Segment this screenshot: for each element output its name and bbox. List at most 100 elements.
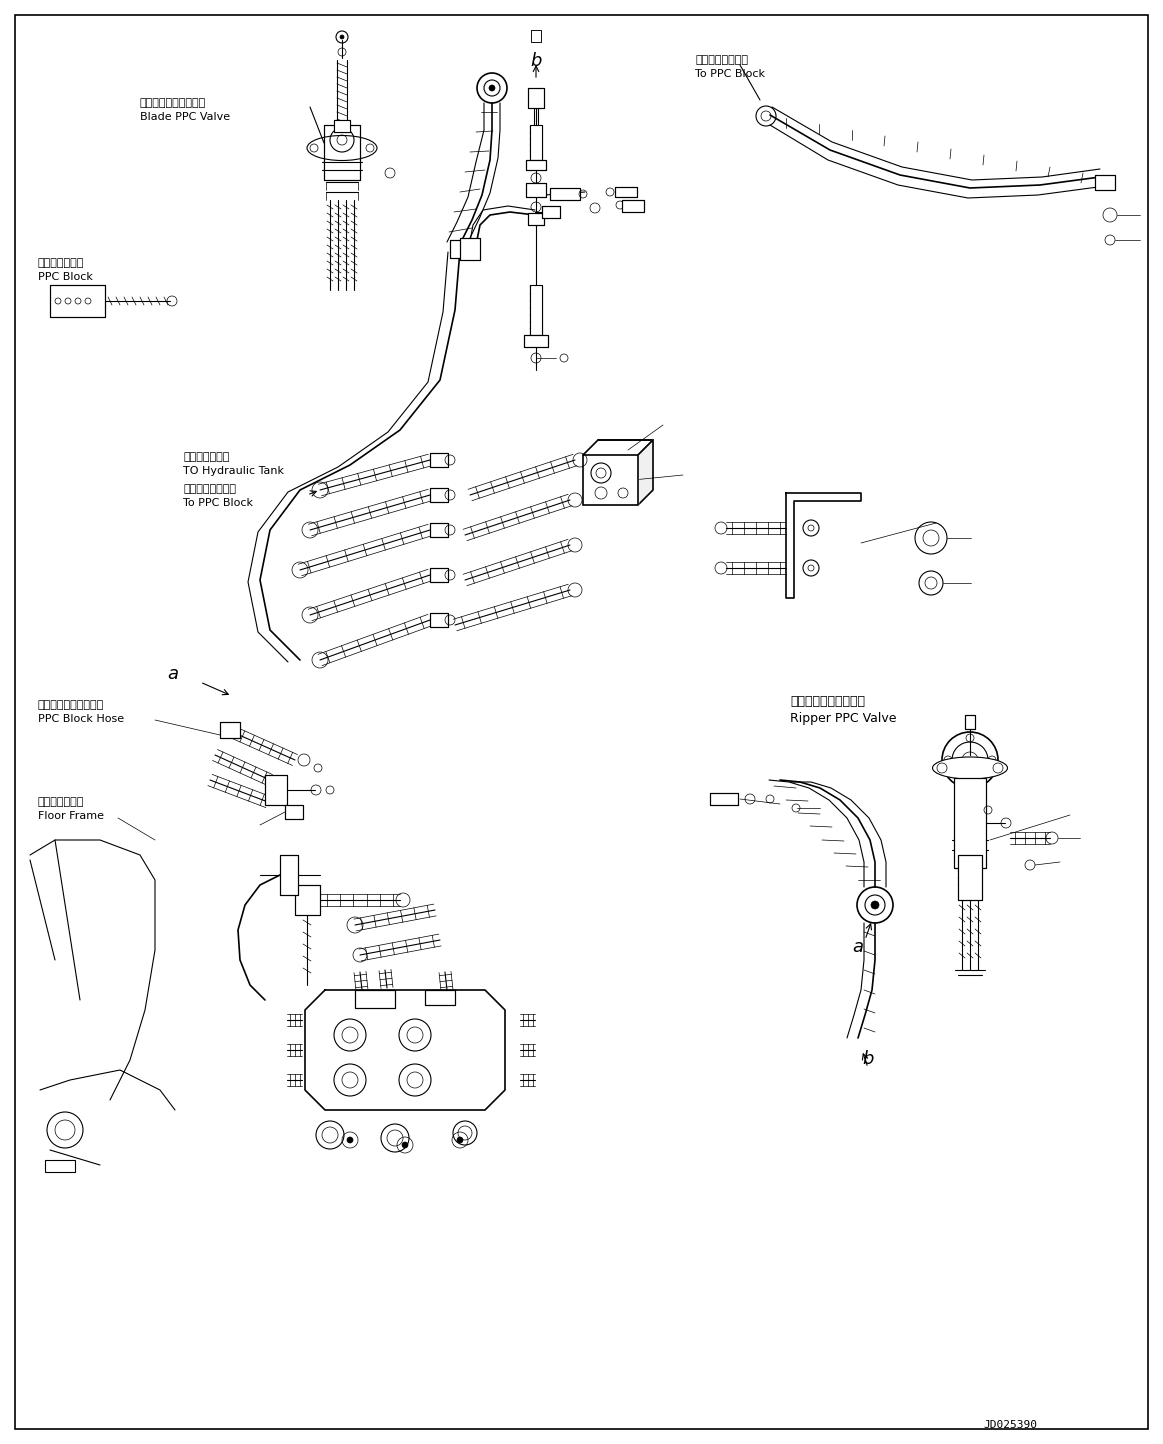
Circle shape <box>340 35 344 39</box>
Bar <box>295 885 320 915</box>
Bar <box>528 214 544 225</box>
Bar <box>265 775 287 804</box>
Bar <box>528 88 544 108</box>
Text: To PPC Block: To PPC Block <box>183 498 254 508</box>
Bar <box>528 214 544 225</box>
Text: a: a <box>167 666 178 683</box>
Bar <box>526 183 545 196</box>
Bar <box>550 188 580 201</box>
Text: PPC Block Hose: PPC Block Hose <box>38 713 124 723</box>
Bar <box>461 238 480 260</box>
Bar <box>542 206 561 218</box>
Bar <box>424 991 455 1005</box>
Bar <box>430 523 448 537</box>
Bar <box>50 284 105 318</box>
Bar <box>280 855 298 895</box>
Circle shape <box>347 1136 354 1144</box>
Text: Blade PPC Valve: Blade PPC Valve <box>140 113 230 121</box>
Text: TO Hydraulic Tank: TO Hydraulic Tank <box>183 466 284 477</box>
Text: リッパ　ＰＰＣバルブ: リッパ ＰＰＣバルブ <box>790 695 865 708</box>
Bar <box>709 793 739 804</box>
Bar <box>50 284 105 318</box>
Bar <box>424 991 455 1005</box>
Text: Floor Frame: Floor Frame <box>38 812 104 822</box>
Text: a: a <box>852 939 863 956</box>
Text: ＰＰＣブロックへ: ＰＰＣブロックへ <box>695 55 748 65</box>
Bar <box>355 991 395 1008</box>
Bar <box>550 188 580 201</box>
Bar <box>1096 175 1115 191</box>
Bar <box>530 284 542 335</box>
Bar <box>220 722 240 738</box>
Circle shape <box>488 85 495 91</box>
Text: PPC Block: PPC Block <box>38 271 93 282</box>
Bar <box>295 885 320 915</box>
Bar <box>285 804 304 819</box>
Bar <box>430 614 448 627</box>
Polygon shape <box>786 492 861 598</box>
Bar <box>430 453 448 466</box>
Bar <box>334 120 350 131</box>
Bar <box>1096 175 1115 191</box>
Bar <box>954 778 986 868</box>
Bar <box>583 455 638 505</box>
Bar <box>355 991 395 1008</box>
Text: b: b <box>530 52 542 69</box>
Bar <box>265 775 287 804</box>
Bar <box>220 722 240 738</box>
Bar <box>280 855 298 895</box>
Bar <box>622 201 644 212</box>
Bar <box>45 1160 74 1173</box>
Bar <box>430 453 448 466</box>
Bar <box>615 188 637 196</box>
Text: Ripper PPC Valve: Ripper PPC Valve <box>790 712 897 725</box>
Bar <box>430 614 448 627</box>
Polygon shape <box>305 991 505 1110</box>
Bar <box>526 183 545 196</box>
Text: b: b <box>862 1050 873 1069</box>
Polygon shape <box>583 455 638 505</box>
Bar <box>430 488 448 503</box>
Bar <box>526 160 545 170</box>
Bar <box>530 126 542 160</box>
Bar <box>526 160 545 170</box>
Bar <box>622 201 644 212</box>
Bar <box>450 240 475 258</box>
Bar <box>542 206 561 218</box>
Bar <box>531 30 541 42</box>
Text: ＰＰＣブロック: ＰＰＣブロック <box>38 258 85 269</box>
Bar <box>528 88 544 108</box>
Ellipse shape <box>933 757 1007 778</box>
Bar <box>334 120 350 131</box>
Bar <box>430 567 448 582</box>
Bar <box>324 126 361 180</box>
Circle shape <box>871 901 879 910</box>
Bar <box>430 523 448 537</box>
Text: JD025390: JD025390 <box>983 1419 1037 1430</box>
Bar <box>525 335 548 347</box>
Text: ブレードＰＰＣバルブ: ブレードＰＰＣバルブ <box>140 98 206 108</box>
Bar <box>450 240 475 258</box>
Bar <box>954 778 986 868</box>
Text: 作動油タンクへ: 作動油タンクへ <box>183 452 229 462</box>
Bar <box>461 238 480 260</box>
Bar <box>285 804 304 819</box>
Circle shape <box>457 1136 463 1144</box>
Text: ＰＰＣブロックホース: ＰＰＣブロックホース <box>38 700 105 710</box>
Bar <box>615 188 637 196</box>
Polygon shape <box>583 440 652 455</box>
Bar <box>709 793 739 804</box>
Text: To PPC Block: To PPC Block <box>695 69 765 79</box>
Bar <box>525 335 548 347</box>
Bar <box>958 855 982 900</box>
Bar <box>430 488 448 503</box>
Bar <box>324 126 361 180</box>
Text: ＰＰＣブロックへ: ＰＰＣブロックへ <box>183 484 236 494</box>
Text: フロアフレーム: フロアフレーム <box>38 797 85 807</box>
Polygon shape <box>638 440 652 505</box>
Bar <box>958 855 982 900</box>
Bar <box>430 567 448 582</box>
Bar <box>965 715 975 729</box>
Bar <box>531 30 541 42</box>
Bar <box>965 715 975 729</box>
